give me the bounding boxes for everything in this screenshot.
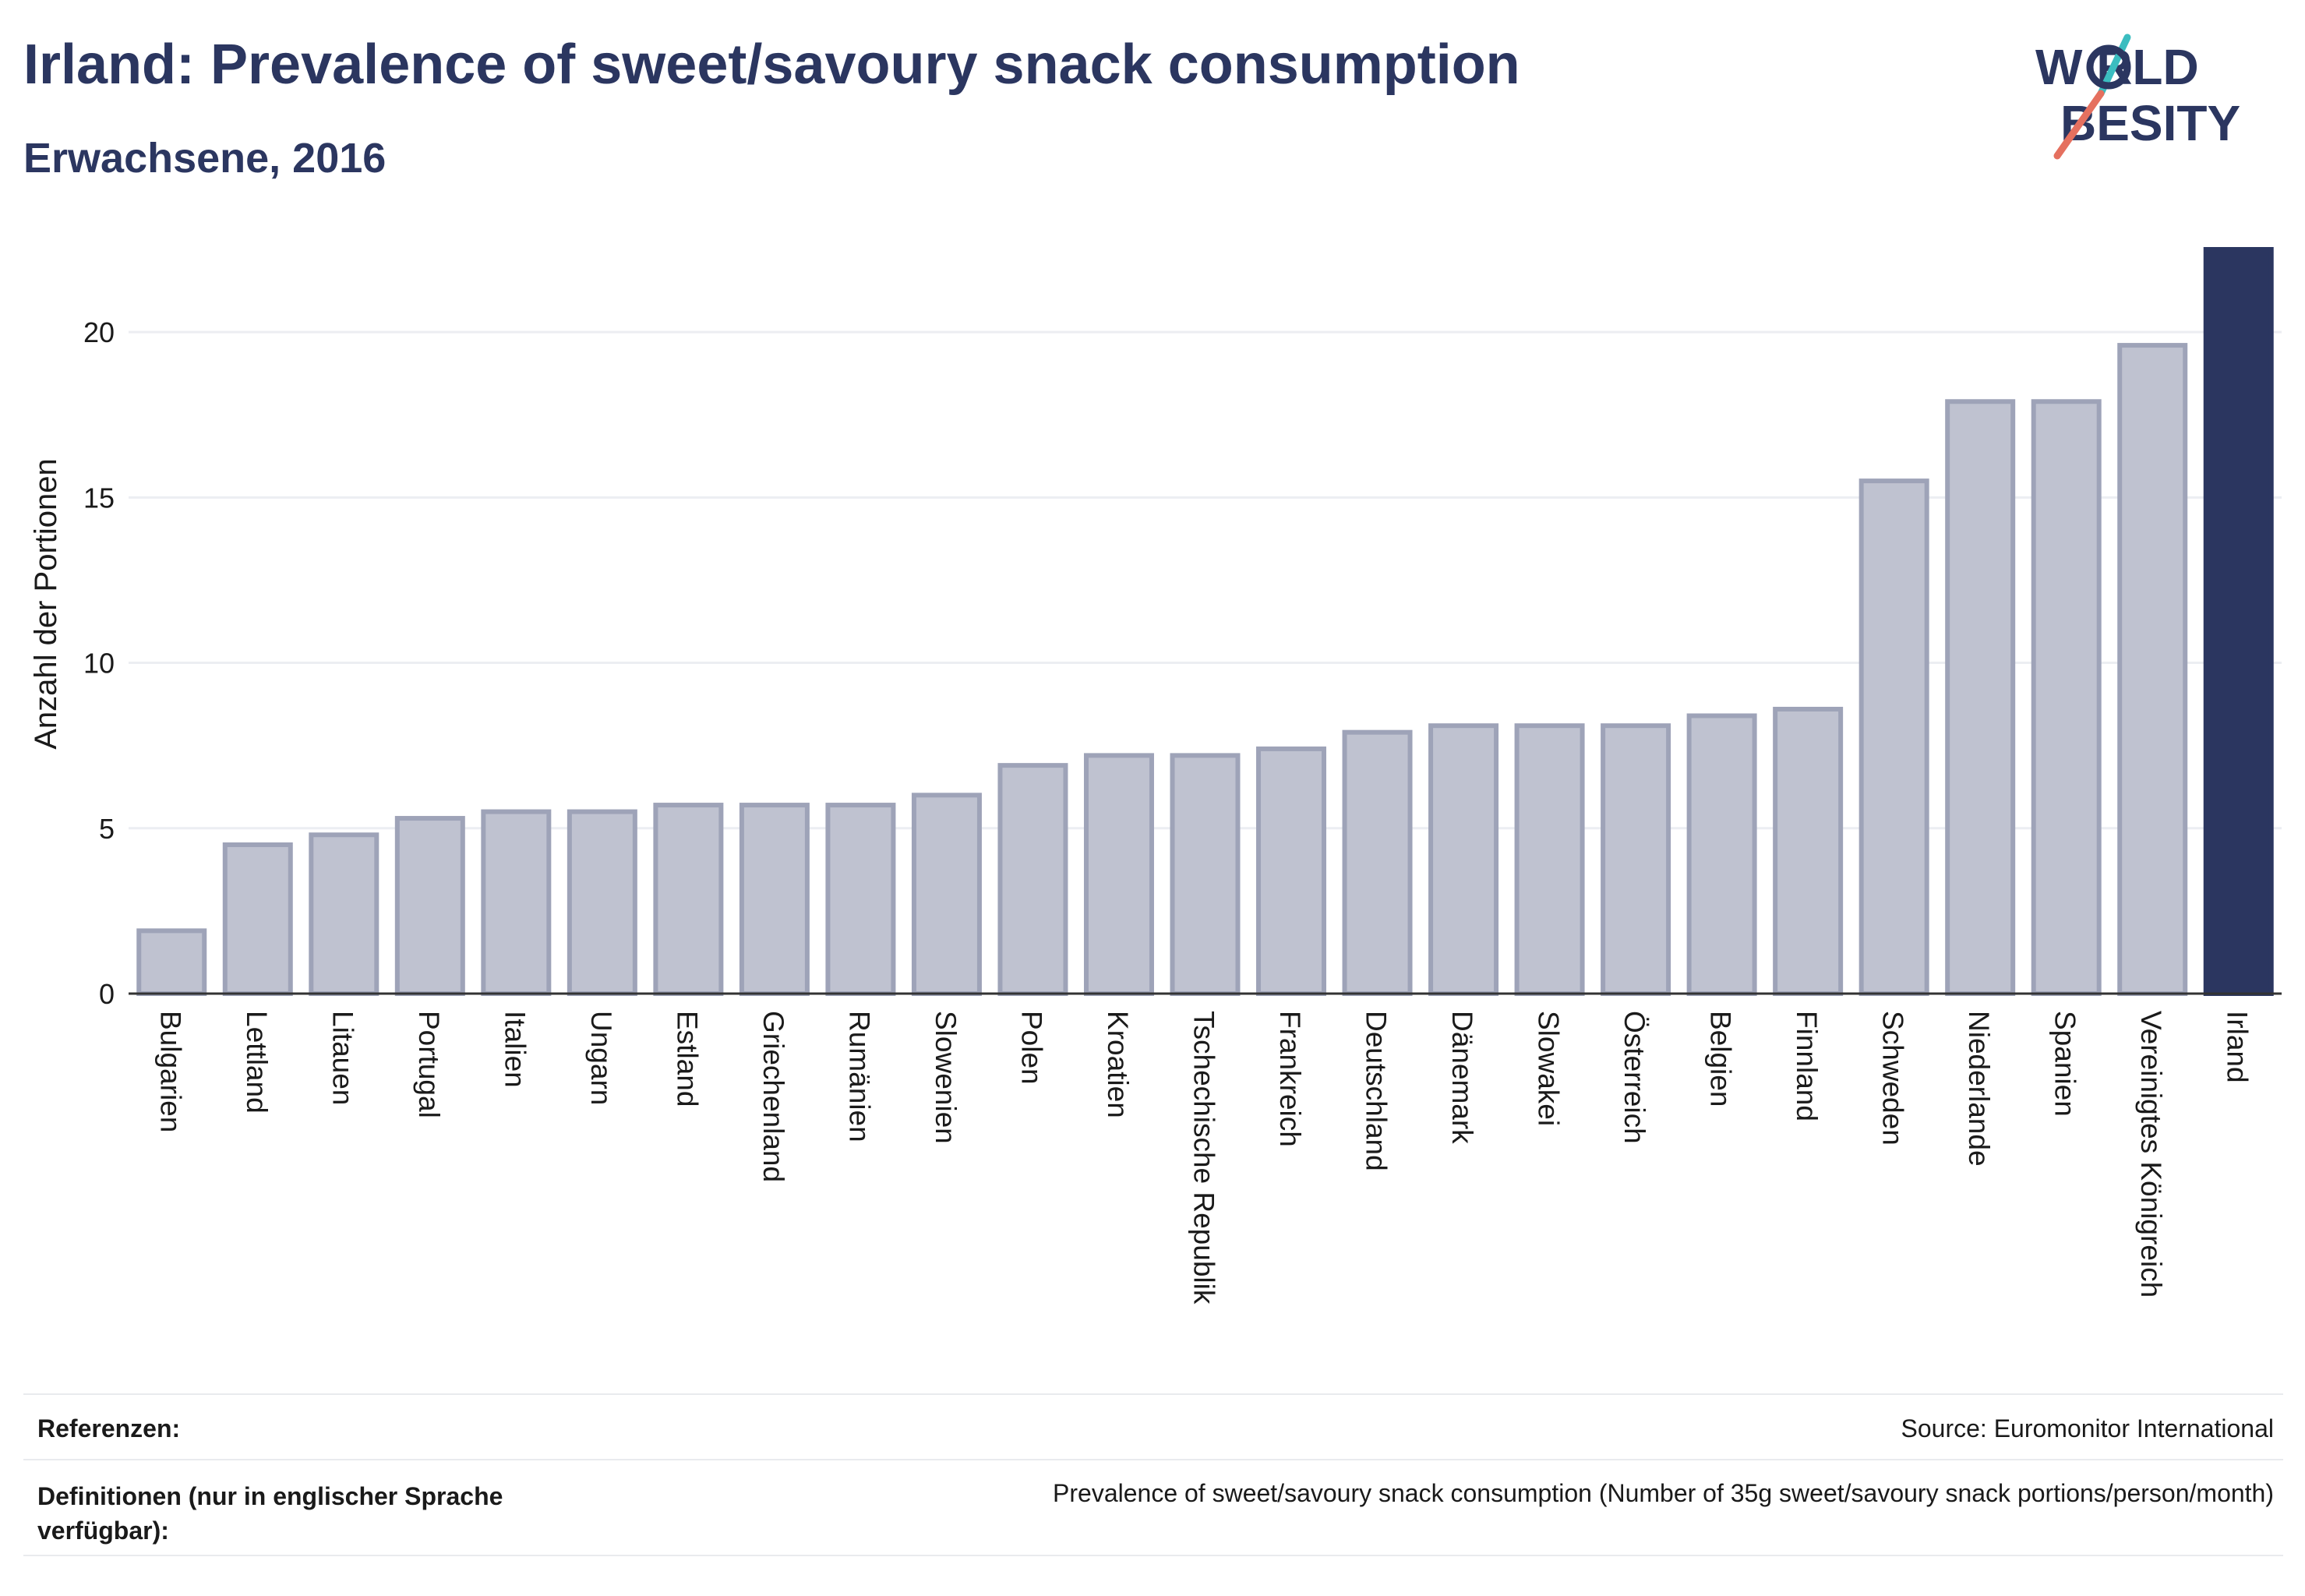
definitions-value: Prevalence of sweet/savoury snack consum…	[1053, 1479, 2274, 1507]
bar-italien[interactable]	[481, 809, 552, 996]
x-tick-label: Lettland	[241, 1011, 273, 1114]
references-label: Referenzen:	[37, 1414, 181, 1442]
bar-polen[interactable]	[997, 763, 1068, 997]
chart-subtitle: Erwachsene, 2016	[23, 135, 387, 182]
x-tick-label: Tschechische Republik	[1188, 1011, 1220, 1305]
bar-frankreich[interactable]	[1256, 746, 1327, 997]
x-tick-label: Irland	[2222, 1011, 2254, 1083]
bars	[136, 247, 2274, 997]
bar-österreich[interactable]	[1601, 723, 1671, 996]
x-tick-label: Ungarn	[585, 1011, 617, 1105]
bar-slowenien[interactable]	[911, 793, 982, 996]
x-tick-label: Rumänien	[843, 1011, 875, 1142]
x-tick-label: Belgien	[1705, 1011, 1737, 1107]
bar-vereinigtes-königreich[interactable]	[2117, 343, 2188, 997]
bar-griechenland[interactable]	[739, 803, 810, 996]
chart-title: Irland: Prevalence of sweet/savoury snac…	[23, 34, 1520, 96]
bar-bulgarien[interactable]	[136, 928, 207, 997]
logo-slash-coral	[2053, 90, 2105, 160]
bar-slowakei[interactable]	[1514, 723, 1585, 996]
x-tick-label: Kroatien	[1102, 1011, 1134, 1118]
x-tick-label: Österreich	[1618, 1011, 1650, 1144]
y-tick-label: 10	[83, 648, 115, 680]
bar-chart: 0 5 10 15 20 Bulgarien Lettland Litauen Portugal…	[29, 247, 2282, 1305]
x-tick-label: Dänemark	[1446, 1011, 1478, 1144]
bar-finnland[interactable]	[1773, 706, 1844, 996]
x-tick-label: Polen	[1015, 1011, 1047, 1085]
footer-divider-middle	[23, 1459, 2283, 1460]
y-tick-label: 20	[83, 316, 115, 348]
x-tick-label: Litauen	[327, 1011, 358, 1105]
footer-divider-bottom	[23, 1555, 2283, 1556]
y-tick-label: 5	[99, 813, 115, 845]
bar-schweden[interactable]	[1858, 478, 1929, 996]
x-tick-label: Frankreich	[1274, 1011, 1306, 1147]
footer-divider-top	[23, 1393, 2283, 1395]
x-tick-label: Italien	[499, 1011, 531, 1088]
bar-portugal[interactable]	[394, 816, 465, 996]
x-tick-label: Portugal	[413, 1011, 445, 1118]
world-obesity-logo: W RLD BESITY	[2035, 34, 2240, 160]
x-tick-label: Vereinigtes Königreich	[2135, 1011, 2167, 1298]
x-tick-label: Niederlande	[1963, 1011, 1995, 1167]
bar-dänemark[interactable]	[1428, 723, 1499, 996]
bar-kroatien[interactable]	[1083, 753, 1154, 997]
y-tick-label: 15	[83, 482, 115, 514]
x-tick-label: Finnland	[1791, 1011, 1823, 1121]
axes: 0 5 10 15 20 Bulgarien Lettland Litauen Portugal…	[83, 316, 2282, 1305]
bar-spanien[interactable]	[2031, 399, 2102, 996]
x-tick-label: Schweden	[1877, 1011, 1909, 1146]
bar-deutschland[interactable]	[1342, 729, 1413, 996]
references-value: Source: Euromonitor International	[1901, 1414, 2274, 1442]
bar-rumänien[interactable]	[825, 803, 896, 996]
x-tick-label: Deutschland	[1361, 1011, 1393, 1171]
bar-irland[interactable]	[2203, 247, 2274, 996]
x-tick-label: Estland	[671, 1011, 703, 1107]
x-tick-label: Spanien	[2049, 1011, 2081, 1117]
bar-lettland[interactable]	[222, 842, 293, 996]
bar-tschechische-republik[interactable]	[1170, 753, 1241, 997]
x-tick-label: Bulgarien	[154, 1011, 186, 1132]
bar-litauen[interactable]	[309, 832, 379, 997]
x-tick-label: Slowakei	[1533, 1011, 1565, 1126]
definitions-label: Definitionen (nur in englischer Sprache …	[37, 1482, 503, 1545]
bar-ungarn[interactable]	[567, 809, 637, 996]
y-axis-label: Anzahl der Portionen	[29, 458, 63, 750]
y-tick-label: 0	[99, 978, 115, 1010]
x-tick-label: Slowenien	[930, 1011, 962, 1144]
bar-estland[interactable]	[653, 803, 724, 996]
logo-o-ring	[2086, 44, 2131, 90]
bar-niederlande[interactable]	[1945, 399, 2016, 996]
bar-belgien[interactable]	[1686, 713, 1757, 996]
x-tick-label: Griechenland	[757, 1011, 789, 1182]
